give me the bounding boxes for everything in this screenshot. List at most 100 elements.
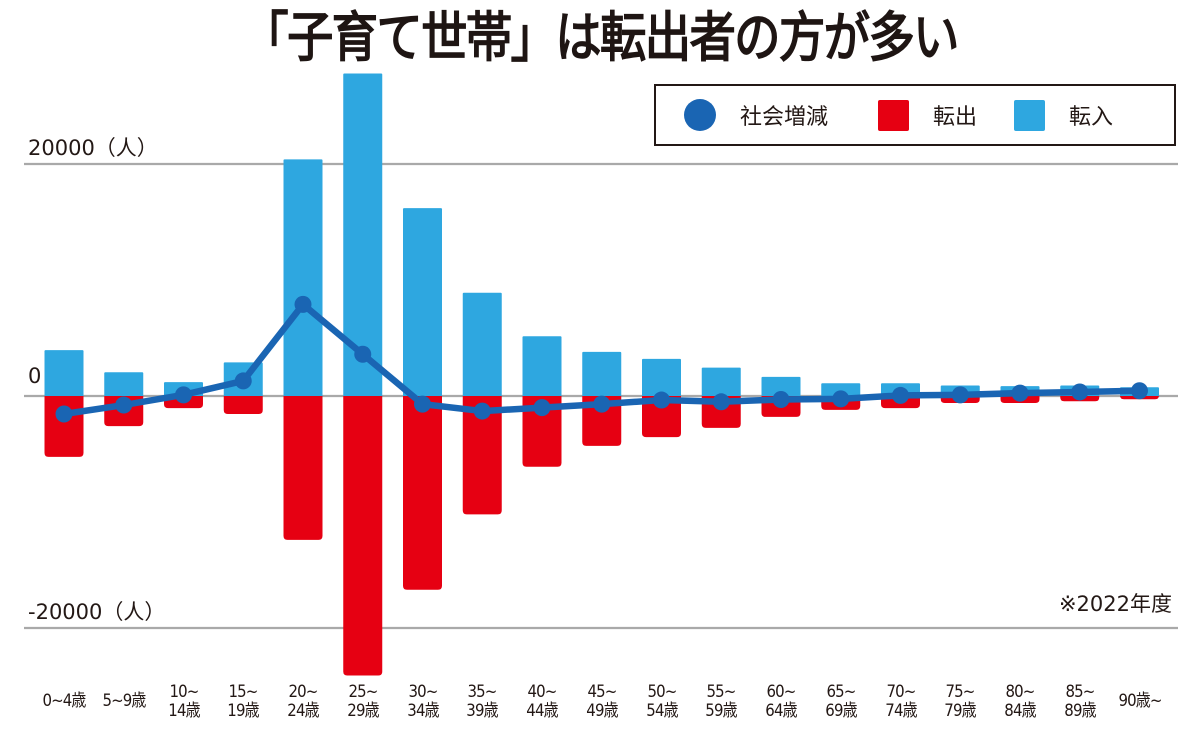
x-tick-label-line: 89歳 xyxy=(1064,701,1096,721)
x-tick-label: 90歳~ xyxy=(1109,692,1171,711)
x-tick-label: 55~ 59歳 xyxy=(690,683,752,721)
outflow-bar xyxy=(223,396,263,414)
x-tick-label-line: 0~4歳 xyxy=(42,691,86,711)
legend-label: 転入 xyxy=(1069,105,1114,130)
net-change-point xyxy=(593,395,611,413)
x-tick-label-line: 44歳 xyxy=(526,701,558,721)
net-change-point xyxy=(951,386,969,404)
outflow-bar xyxy=(462,396,502,515)
x-tick-label-line: 65~ xyxy=(826,682,856,702)
x-tick-label: 40~ 44歳 xyxy=(511,683,573,721)
x-tick-label: 0~4歳 xyxy=(33,692,95,711)
x-tick-label-line: 45~ xyxy=(587,682,617,702)
inflow-bar xyxy=(582,351,622,396)
outflow-bar xyxy=(44,396,84,457)
net-change-point xyxy=(1131,382,1148,400)
inflow-bar xyxy=(104,372,144,396)
bars xyxy=(44,73,1159,676)
outflow-bar xyxy=(522,396,562,467)
x-tick-label-line: 54歳 xyxy=(645,701,678,721)
x-tick-label-line: 15~ xyxy=(228,682,259,702)
inflow-bar xyxy=(462,292,502,396)
inflow-bar xyxy=(642,358,681,396)
x-tick-label: 80~ 84歳 xyxy=(989,683,1051,721)
x-tick-label: 45~ 49歳 xyxy=(571,683,633,721)
net-change-point xyxy=(175,386,192,404)
x-tick-label: 75~ 79歳 xyxy=(929,683,991,721)
x-tick-label-line: 40~ xyxy=(527,682,558,702)
net-change-point xyxy=(414,395,431,413)
x-tick-label-line: 69歳 xyxy=(825,701,857,721)
outflow-bar xyxy=(283,396,323,540)
outflow-bar xyxy=(343,396,383,676)
net-change-point xyxy=(832,390,850,408)
legend-item-net-change: 社会増減 xyxy=(684,86,828,144)
x-tick-label-line: 50~ xyxy=(647,682,677,702)
x-tick-label-line: 49歳 xyxy=(586,701,618,721)
circle-marker-icon xyxy=(684,99,716,131)
inflow-bar xyxy=(343,73,383,397)
x-tick-label: 70~ 74歳 xyxy=(870,683,932,721)
x-tick-label-line: 39歳 xyxy=(466,701,499,721)
x-tick-label-line: 64歳 xyxy=(765,701,797,721)
red-square-icon xyxy=(878,99,909,131)
x-tick-label: 85~ 89歳 xyxy=(1049,683,1111,721)
net-change-point xyxy=(1071,383,1089,401)
net-change-point xyxy=(115,396,133,414)
x-tick-label-line: 59歳 xyxy=(705,701,738,721)
y-tick-label: 20000（人） xyxy=(28,136,158,160)
x-tick-label-line: 80~ xyxy=(1005,682,1036,702)
x-tick-label-line: 30~ xyxy=(408,682,438,702)
net-change-point xyxy=(712,393,730,411)
x-tick-label: 35~ 39歳 xyxy=(451,683,513,721)
net-change-point xyxy=(533,399,551,417)
net-change-line xyxy=(55,295,1148,423)
x-tick-label-line: 84歳 xyxy=(1004,701,1036,721)
x-tick-label-line: 14歳 xyxy=(167,701,200,721)
outflow-bar xyxy=(582,396,622,446)
net-change-point xyxy=(473,402,491,420)
inflow-bar xyxy=(761,376,801,396)
x-tick-label-line: 85~ xyxy=(1065,682,1095,702)
x-tick-label-line: 35~ xyxy=(467,682,498,702)
x-tick-label: 20~ 24歳 xyxy=(272,683,334,721)
x-tick-label: 5~9歳 xyxy=(93,692,155,711)
x-tick-label-line: 55~ xyxy=(706,682,737,702)
x-tick-label-line: 10~ xyxy=(169,682,199,702)
legend-item-outflow: 転出 xyxy=(878,86,977,144)
x-tick-label: 30~ 34歳 xyxy=(392,683,454,721)
legend-label: 転出 xyxy=(933,105,978,130)
x-tick-label-line: 25~ xyxy=(348,682,378,702)
x-tick-label-line: 34歳 xyxy=(406,701,439,721)
x-tick-label: 60~ 64歳 xyxy=(750,683,812,721)
x-tick-label-line: 20~ xyxy=(288,682,319,702)
x-tick-label-line: 70~ xyxy=(886,682,916,702)
outflow-bar xyxy=(642,396,681,438)
x-tick-label-line: 5~9歳 xyxy=(102,691,146,711)
y-tick-label: 0 xyxy=(28,364,42,388)
inflow-bar xyxy=(701,367,741,396)
x-tick-label-line: 90歳~ xyxy=(1117,691,1162,711)
x-tick-label-line: 19歳 xyxy=(227,701,260,721)
blue-square-icon xyxy=(1014,99,1045,131)
chart-title: 「子育て世帯」は転出者の方が多い xyxy=(242,6,959,69)
inflow-bar xyxy=(44,350,84,396)
x-tick-label-line: 60~ xyxy=(766,682,797,702)
x-tick-label-line: 24歳 xyxy=(287,701,319,721)
x-tick-label-line: 29歳 xyxy=(347,701,379,721)
net-change-point xyxy=(354,345,372,363)
fiscal-year-note: ※2022年度 xyxy=(1058,592,1172,616)
x-tick-label: 25~ 29歳 xyxy=(332,683,394,721)
legend-label: 社会増減 xyxy=(740,105,829,130)
inflow-bar xyxy=(821,383,861,396)
inflow-bar xyxy=(403,208,442,396)
x-tick-label-line: 75~ xyxy=(945,682,976,702)
net-change-point xyxy=(234,372,252,390)
net-change-point xyxy=(772,390,790,408)
net-change-point xyxy=(892,386,909,404)
x-tick-label: 10~ 14歳 xyxy=(153,683,215,721)
net-change-point xyxy=(1011,384,1029,402)
y-tick-label: -20000（人） xyxy=(28,600,166,624)
x-tick-label: 15~ 19歳 xyxy=(212,683,274,721)
